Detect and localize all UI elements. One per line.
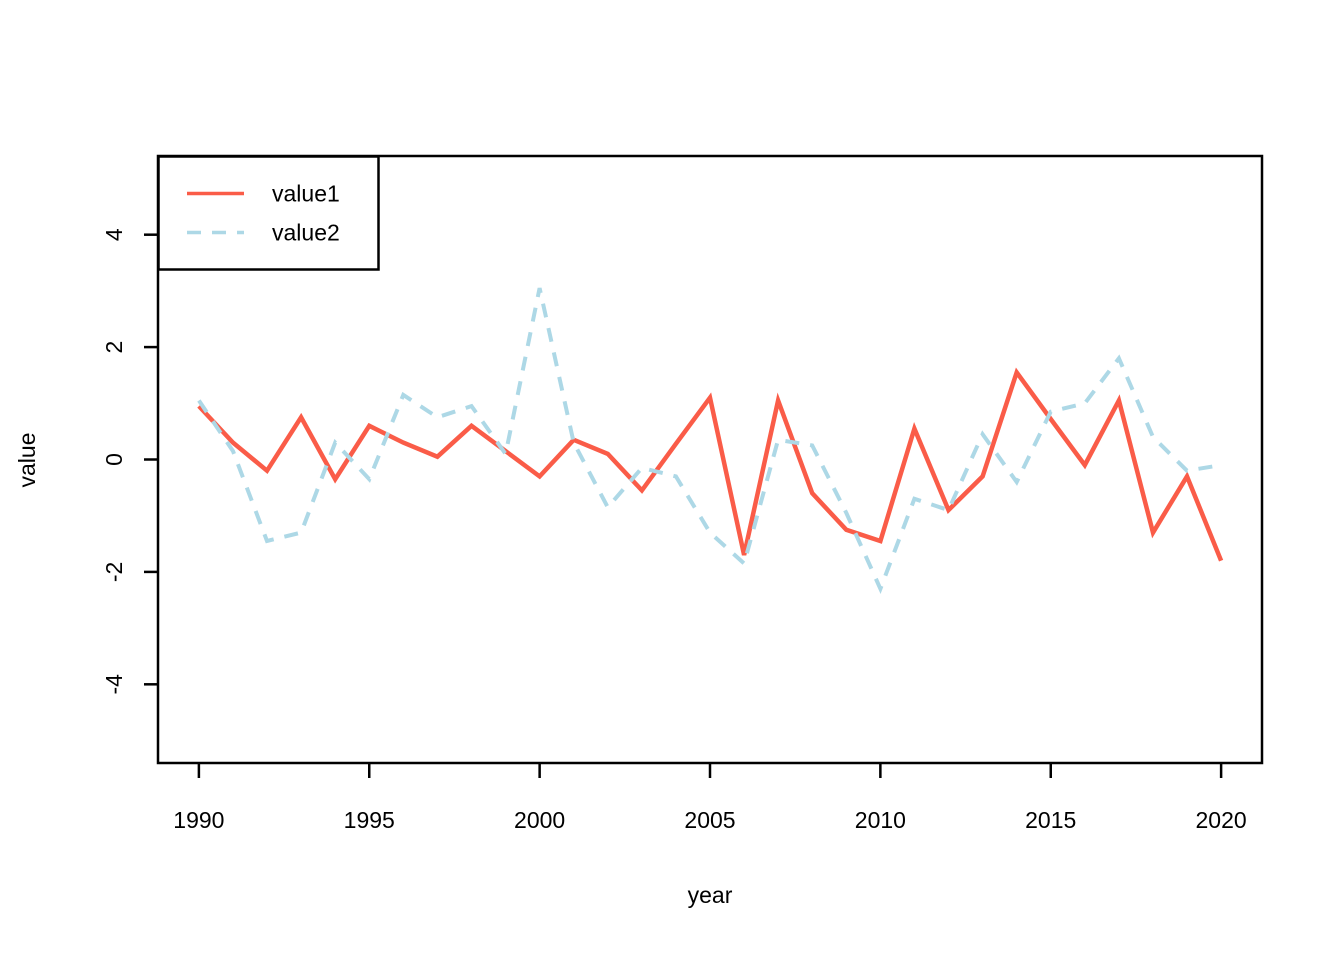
series-line-value1 <box>197 367 1224 562</box>
x-tick-label: 2010 <box>855 807 906 833</box>
legend-label-value2: value2 <box>272 220 340 246</box>
x-tick-label: 2000 <box>514 807 565 833</box>
x-tick-label: 2020 <box>1196 807 1247 833</box>
legend-label-value1: value1 <box>272 181 340 207</box>
y-tick-label: -4 <box>101 674 127 695</box>
y-tick-label: -2 <box>101 562 127 582</box>
x-axis-title: year <box>688 882 733 908</box>
x-axis: 1990 1995 2000 2005 2010 2015 2020 <box>173 764 1247 833</box>
y-axis-title: value <box>14 433 40 488</box>
y-tick-label: 4 <box>101 228 127 241</box>
x-tick-label: 2015 <box>1025 807 1076 833</box>
y-tick-label: 2 <box>101 341 127 354</box>
y-axis: -4 -2 0 2 4 <box>101 228 157 695</box>
x-tick-label: 2005 <box>684 807 735 833</box>
legend-box <box>157 155 380 271</box>
y-tick-label: 0 <box>101 453 127 466</box>
legend: value1 value2 <box>157 155 380 271</box>
x-tick-label: 1995 <box>344 807 395 833</box>
plot-border <box>156 154 1264 765</box>
series-lines <box>197 287 1224 595</box>
x-tick-label: 1990 <box>173 807 224 833</box>
series-line-value2 <box>197 287 1222 595</box>
